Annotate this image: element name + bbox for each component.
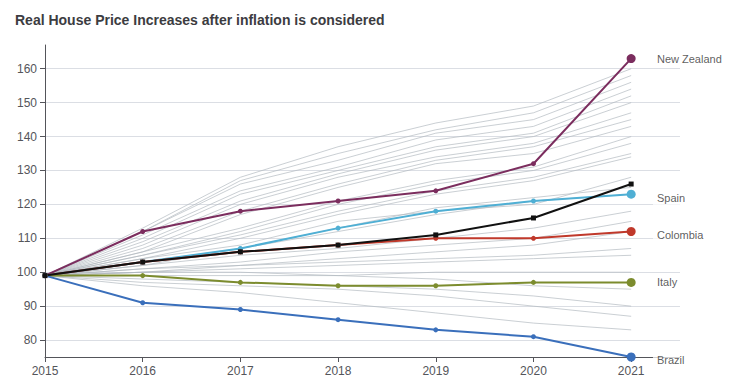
svg-text:Real House Price Increases aft: Real House Price Increases after inflati… xyxy=(15,12,385,28)
svg-text:80: 80 xyxy=(24,333,38,347)
svg-text:2021: 2021 xyxy=(618,364,645,378)
svg-text:150: 150 xyxy=(17,96,37,110)
svg-text:120: 120 xyxy=(17,197,37,211)
svg-text:130: 130 xyxy=(17,163,37,177)
svg-text:90: 90 xyxy=(24,299,38,313)
svg-text:2017: 2017 xyxy=(227,364,254,378)
svg-text:2015: 2015 xyxy=(32,364,59,378)
svg-text:2019: 2019 xyxy=(422,364,449,378)
svg-text:Italy: Italy xyxy=(657,276,678,288)
svg-text:110: 110 xyxy=(18,231,37,245)
svg-text:2016: 2016 xyxy=(129,364,156,378)
svg-text:Colombia: Colombia xyxy=(657,229,704,241)
svg-text:Brazil: Brazil xyxy=(657,354,685,366)
svg-text:Spain: Spain xyxy=(657,192,685,204)
svg-text:160: 160 xyxy=(17,62,37,76)
svg-text:2018: 2018 xyxy=(325,364,352,378)
svg-text:140: 140 xyxy=(17,130,37,144)
svg-text:New Zealand: New Zealand xyxy=(657,53,722,65)
svg-text:2020: 2020 xyxy=(520,364,547,378)
svg-text:100: 100 xyxy=(17,265,37,279)
